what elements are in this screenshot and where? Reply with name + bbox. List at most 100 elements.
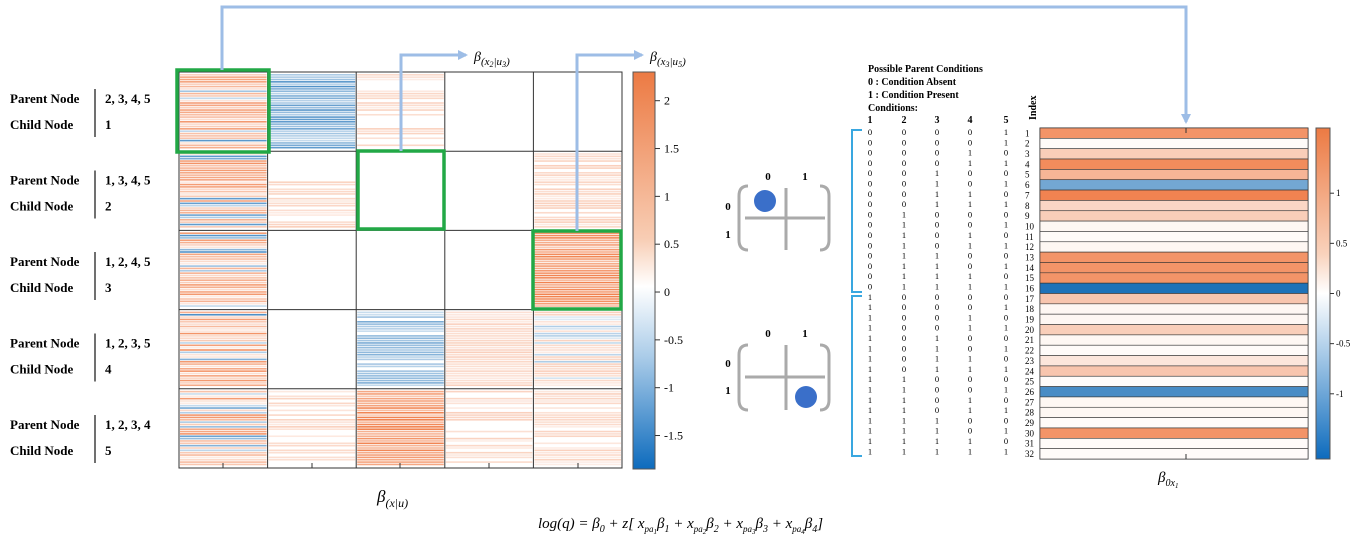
heatmap-stripe (445, 339, 533, 342)
index-label: 22 (1025, 346, 1034, 356)
condition-cell: 0 (1004, 354, 1008, 364)
heatmap-stripe (534, 311, 621, 314)
heatmap-stripe (180, 137, 267, 140)
condition-cell: 1 (1004, 446, 1008, 456)
condition-cell: 1 (1004, 302, 1008, 312)
heatmap-stripe (268, 113, 356, 116)
heatmap-stripe (445, 360, 533, 363)
heatmap-stripe (268, 409, 356, 412)
side-cbar-tick-label: 0 (1336, 289, 1341, 299)
child-node-value: 3 (105, 280, 112, 295)
heatmap-stripe (268, 85, 356, 88)
heatmap-stripe (357, 449, 444, 452)
heatmap-stripe (534, 360, 621, 363)
beta0-bar (1039, 303, 1309, 315)
condition-cell: 0 (868, 127, 872, 137)
heatmap-stripe (534, 330, 621, 332)
heatmap-stripe (180, 202, 267, 205)
heatmap-stripe (268, 200, 356, 202)
heatmap-stripe (534, 342, 621, 344)
condition-cell: 1 (1004, 385, 1008, 395)
heatmap-stripe (180, 248, 267, 251)
heatmap-stripe (180, 216, 267, 219)
condition-cell: 0 (935, 323, 939, 333)
legend-line-1: Possible Parent Conditions (868, 64, 983, 75)
heatmap-stripe (180, 207, 267, 209)
heatmap-stripe (180, 267, 267, 270)
heatmap-stripe (180, 197, 267, 200)
heatmap-stripe (445, 332, 533, 335)
condition-col-header: 2 (902, 115, 907, 126)
heatmap-stripe (445, 349, 533, 351)
condition-cell: 1 (935, 354, 939, 364)
condition-cell: 0 (902, 354, 906, 364)
heatmap-stripe (180, 111, 267, 114)
condition-cell: 0 (902, 158, 906, 168)
condition-cell: 0 (968, 168, 972, 178)
condition-cell: 1 (1004, 199, 1008, 209)
heatmap-stripe (180, 384, 267, 387)
heatmap-stripe (534, 351, 621, 354)
heatmap-stripe (180, 286, 267, 289)
condition-cell: 1 (868, 446, 872, 456)
condition-cell: 1 (968, 364, 972, 374)
heatmap-stripe (180, 444, 267, 447)
heatmap-stripe (534, 302, 621, 305)
heatmap-stripe (180, 160, 267, 162)
condition-cell: 0 (1004, 209, 1008, 219)
heatmap-stripe (534, 313, 621, 316)
heatmap-stripe (268, 402, 356, 405)
heatmap-stripe (268, 390, 356, 393)
index-label: 20 (1025, 325, 1035, 335)
heatmap-stripe (534, 419, 621, 421)
condition-cell: 1 (868, 405, 872, 415)
heatmap-stripe (180, 397, 267, 400)
condition-cell: 1 (935, 189, 939, 199)
heatmap-stripe (357, 328, 444, 330)
heatmap-stripe (268, 137, 356, 140)
index-label: 29 (1025, 418, 1035, 428)
condition-cell: 1 (935, 333, 939, 343)
condition-cell: 1 (935, 343, 939, 353)
main-cbar-tick-label: 1.5 (664, 142, 679, 156)
beta0-bar (1039, 189, 1309, 201)
condition-cell: 0 (968, 261, 972, 271)
condition-cell: 1 (1004, 323, 1008, 333)
heatmap-stripe (357, 330, 444, 332)
main-cbar-tick-label: -1 (664, 381, 674, 395)
beta0-bar (1039, 448, 1309, 460)
heatmap-stripe (180, 118, 267, 121)
heatmap-stripe (180, 419, 267, 421)
index-label: 4 (1025, 159, 1030, 169)
child-node-value: 1 (105, 117, 112, 132)
heatmap-stripe (180, 368, 267, 370)
index-label: 3 (1025, 149, 1030, 159)
condition-cell: 1 (902, 426, 906, 436)
heatmap-stripe (534, 358, 621, 361)
heatmap-stripe (534, 344, 621, 347)
condition-rows: 0 0 0 0 10 0 0 0 10 0 0 1 00 0 0 1 10 0 1 0 00 0 1 0 10 0 1 1 00 0 1 1 1… (868, 127, 1008, 456)
heatmap-stripe (534, 365, 621, 368)
condition-cell: 0 (935, 127, 939, 137)
condition-cell: 1 (902, 385, 906, 395)
condition-cell: 1 (868, 395, 872, 405)
heatmap-stripe (534, 251, 621, 253)
condition-cell: 1 (1004, 343, 1008, 353)
heatmap-stripe (534, 414, 621, 416)
heatmap-stripe (534, 337, 621, 340)
heatmap-stripe (180, 253, 267, 256)
heatmap-stripe (357, 407, 444, 409)
heatmap-stripe (534, 456, 621, 459)
heatmap-stripe (534, 402, 621, 405)
heatmap-stripe (268, 116, 356, 118)
condition-cell: 0 (902, 364, 906, 374)
heatmap-stripe (357, 365, 444, 368)
heatmap-stripe (445, 363, 533, 365)
matrix-bottom-row-1: 1 (725, 385, 731, 397)
heatmap-stripe (180, 295, 267, 298)
heatmap-stripe (180, 232, 267, 234)
heatmap-stripe (268, 214, 356, 216)
heatmap-stripe (180, 83, 267, 85)
heatmap-stripe (534, 267, 621, 270)
beta0-bar (1039, 169, 1309, 181)
